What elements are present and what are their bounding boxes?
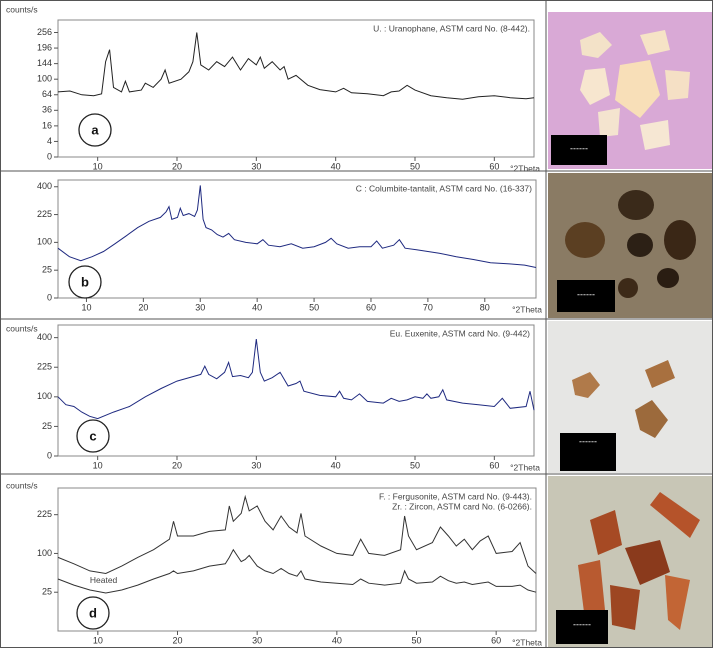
y-tick-label: 225 bbox=[37, 509, 52, 519]
x-tick-label: 50 bbox=[411, 635, 421, 645]
photo: ------ bbox=[548, 321, 712, 473]
y-axis-label: counts/s bbox=[6, 323, 38, 333]
x-tick-label: 50 bbox=[309, 302, 319, 312]
annotation: C : Columbite-tantalit, ASTM card No. (1… bbox=[356, 183, 532, 193]
x-tick-label: 50 bbox=[410, 460, 420, 470]
y-tick-label: 144 bbox=[37, 58, 52, 68]
x-tick-label: 40 bbox=[331, 460, 341, 470]
photo: ------ bbox=[548, 173, 712, 318]
photo: ------ bbox=[548, 12, 712, 169]
x-tick-label: 40 bbox=[331, 161, 341, 171]
x-tick-label: 80 bbox=[480, 302, 490, 312]
x-axis-label: °2Theta bbox=[510, 462, 540, 472]
series-label: Heated bbox=[90, 575, 118, 585]
x-tick-label: 10 bbox=[81, 302, 91, 312]
x-tick-label: 10 bbox=[93, 161, 103, 171]
x-tick-label: 70 bbox=[423, 302, 433, 312]
x-tick-label: 60 bbox=[489, 161, 499, 171]
y-tick-label: 25 bbox=[42, 587, 52, 597]
x-tick-label: 40 bbox=[252, 302, 262, 312]
y-tick-label: 64 bbox=[42, 89, 52, 99]
y-tick-label: 225 bbox=[37, 209, 52, 219]
annotation: F. : Fergusonite, ASTM card No. (9-443). bbox=[379, 491, 532, 501]
y-tick-label: 36 bbox=[42, 105, 52, 115]
x-tick-label: 10 bbox=[93, 460, 103, 470]
y-tick-label: 100 bbox=[37, 548, 52, 558]
figure: ------ ------ ------ ------ 041636641001… bbox=[0, 0, 713, 648]
panel-label: c bbox=[89, 428, 96, 443]
y-tick-label: 225 bbox=[37, 362, 52, 372]
x-tick-label: 30 bbox=[251, 460, 261, 470]
scale-bar-label: ------ bbox=[579, 436, 597, 446]
x-tick-label: 30 bbox=[195, 302, 205, 312]
y-tick-label: 100 bbox=[37, 391, 52, 401]
x-tick-label: 20 bbox=[138, 302, 148, 312]
y-tick-label: 16 bbox=[42, 120, 52, 130]
annotation: Eu. Euxenite, ASTM card No. (9-442) bbox=[390, 328, 530, 338]
annotation: Zr. : Zircon, ASTM card No. (6-0266). bbox=[392, 501, 532, 511]
x-tick-label: 50 bbox=[410, 161, 420, 171]
scale-bar-label: ------ bbox=[570, 143, 588, 153]
photo: ------ bbox=[548, 476, 712, 647]
y-tick-label: 0 bbox=[47, 450, 52, 460]
scale-bar-label: ------ bbox=[577, 289, 595, 299]
y-tick-label: 25 bbox=[42, 421, 52, 431]
y-tick-label: 256 bbox=[37, 27, 52, 37]
y-tick-label: 100 bbox=[37, 74, 52, 84]
y-tick-label: 100 bbox=[37, 237, 52, 247]
x-axis-label: °2Theta bbox=[512, 637, 542, 647]
scale-bar-label: ------ bbox=[573, 619, 591, 629]
x-tick-label: 30 bbox=[252, 635, 262, 645]
y-axis-label: counts/s bbox=[6, 4, 38, 14]
panel-label: a bbox=[91, 122, 99, 137]
x-tick-label: 10 bbox=[93, 635, 103, 645]
y-tick-label: 400 bbox=[37, 181, 52, 191]
panel-label: b bbox=[81, 274, 89, 289]
y-tick-label: 196 bbox=[37, 42, 52, 52]
y-tick-label: 400 bbox=[37, 332, 52, 342]
x-axis-label: °2Theta bbox=[512, 304, 542, 314]
y-tick-label: 0 bbox=[47, 151, 52, 161]
panel-label: d bbox=[89, 605, 97, 620]
x-tick-label: 20 bbox=[172, 161, 182, 171]
y-tick-label: 0 bbox=[47, 292, 52, 302]
x-tick-label: 20 bbox=[172, 635, 182, 645]
x-tick-label: 60 bbox=[491, 635, 501, 645]
y-tick-label: 25 bbox=[42, 265, 52, 275]
x-tick-label: 60 bbox=[366, 302, 376, 312]
x-tick-label: 30 bbox=[251, 161, 261, 171]
x-tick-label: 40 bbox=[332, 635, 342, 645]
x-axis-label: °2Theta bbox=[510, 163, 540, 173]
x-tick-label: 20 bbox=[172, 460, 182, 470]
x-tick-label: 60 bbox=[489, 460, 499, 470]
annotation: U. : Uranophane, ASTM card No. (8-442). bbox=[373, 23, 530, 33]
y-axis-label: counts/s bbox=[6, 480, 38, 490]
y-tick-label: 4 bbox=[47, 136, 52, 146]
